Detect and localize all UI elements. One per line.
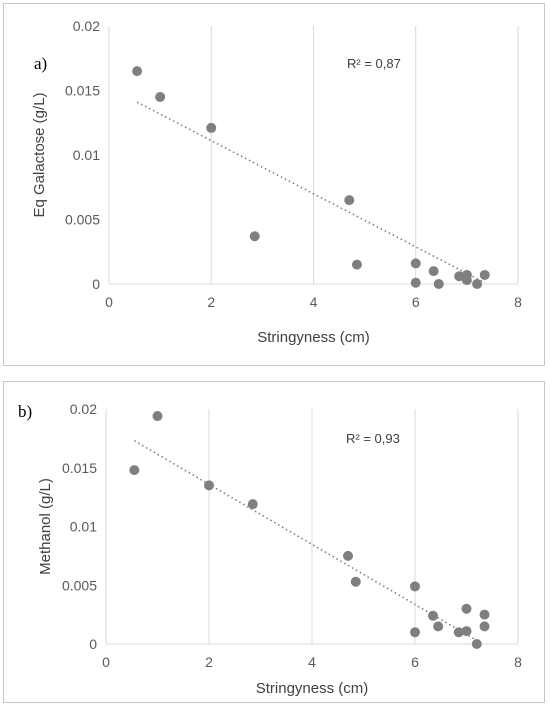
y-tick-label: 0.005 bbox=[65, 212, 100, 228]
data-point bbox=[410, 581, 420, 592]
x-tick-label: 6 bbox=[411, 654, 419, 670]
x-tick-label: 8 bbox=[514, 294, 522, 310]
data-point bbox=[249, 231, 260, 242]
panel-label: b) bbox=[18, 402, 32, 421]
x-axis-title: Stringyness (cm) bbox=[256, 680, 369, 697]
data-point bbox=[461, 626, 472, 637]
x-tick-label: 0 bbox=[105, 294, 113, 310]
data-point bbox=[132, 66, 143, 77]
data-point bbox=[433, 621, 444, 632]
y-axis-title: Methanol (g/L) bbox=[37, 478, 54, 575]
data-point bbox=[410, 627, 420, 638]
data-point bbox=[479, 609, 490, 620]
y-tick-label: 0.01 bbox=[70, 519, 97, 535]
y-tick-label: 0.01 bbox=[73, 147, 100, 163]
data-point bbox=[410, 277, 421, 288]
data-point bbox=[479, 621, 490, 632]
x-tick-label: 2 bbox=[205, 654, 213, 670]
y-tick-label: 0.015 bbox=[65, 83, 100, 99]
x-tick-label: 0 bbox=[102, 654, 110, 670]
data-point bbox=[155, 91, 166, 102]
y-tick-label: 0.005 bbox=[62, 577, 97, 593]
data-point bbox=[410, 258, 421, 269]
data-point bbox=[204, 480, 214, 491]
chart-panel-a: 0 2 4 6 8 0 0.005 0.01 0.015 0.02 Stringyness (cm)… bbox=[3, 3, 545, 366]
y-tick-label: 0 bbox=[92, 276, 100, 292]
data-point bbox=[461, 603, 472, 614]
chart-a-plot: 0 2 4 6 8 0 0.005 0.01 0.015 0.02 Stringyness (cm)… bbox=[31, 18, 522, 346]
data-point bbox=[428, 610, 439, 621]
trendline bbox=[136, 101, 486, 284]
y-tick-label: 0.02 bbox=[73, 18, 100, 34]
data-point bbox=[428, 266, 439, 277]
data-point bbox=[351, 259, 362, 270]
y-tick-label: 0 bbox=[89, 636, 97, 652]
data-point bbox=[343, 550, 354, 561]
x-tick-label: 2 bbox=[207, 294, 215, 310]
chart-panel-b: 0 2 4 6 8 0 0.005 0.01 0.015 0.02 Stringyness (cm)… bbox=[3, 381, 545, 703]
chart-b-plot: 0 2 4 6 8 0 0.005 0.01 0.015 0.02 Stringyness (cm)… bbox=[18, 401, 522, 697]
x-tick-label: 4 bbox=[308, 654, 316, 670]
data-point bbox=[247, 499, 258, 510]
x-axis-title: Stringyness (cm) bbox=[257, 329, 370, 346]
y-tick-label: 0.015 bbox=[62, 460, 97, 476]
x-tick-label: 8 bbox=[514, 654, 522, 670]
r-squared-annotation: R² = 0,93 bbox=[346, 431, 400, 446]
data-point bbox=[129, 465, 140, 476]
data-point bbox=[479, 269, 490, 280]
y-tick-label: 0.02 bbox=[70, 401, 97, 417]
data-point bbox=[350, 576, 361, 587]
data-point bbox=[453, 627, 464, 638]
x-tick-label: 6 bbox=[412, 294, 420, 310]
panel-label: a) bbox=[34, 54, 47, 73]
data-point bbox=[344, 195, 355, 206]
trendline bbox=[133, 440, 478, 642]
x-tick-label: 4 bbox=[310, 294, 318, 310]
data-point bbox=[461, 275, 472, 286]
data-point bbox=[471, 639, 482, 649]
r-squared-annotation: R² = 0,87 bbox=[347, 56, 401, 71]
data-point bbox=[152, 411, 163, 422]
data-point bbox=[454, 271, 465, 282]
data-point bbox=[433, 279, 444, 289]
data-point bbox=[472, 279, 483, 289]
y-axis-title: Eq Galactose (g/L) bbox=[31, 92, 48, 217]
data-point bbox=[206, 122, 217, 133]
